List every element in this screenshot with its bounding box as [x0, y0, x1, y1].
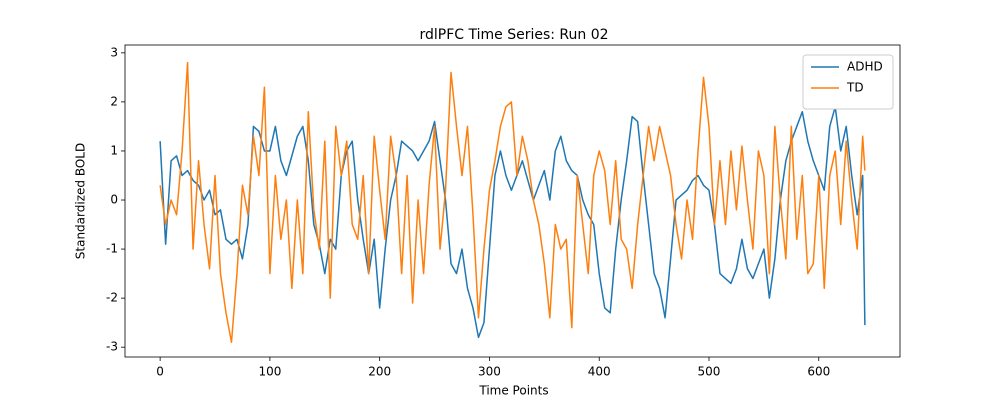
y-tick-label: 3: [110, 45, 118, 59]
legend-box: [802, 54, 894, 110]
y-axis-label: Standardized BOLD: [74, 143, 88, 259]
x-tick-label: 200: [368, 365, 391, 379]
x-tick-label: 300: [478, 365, 501, 379]
y-tick-label: 0: [110, 193, 118, 207]
legend-label: ADHD: [847, 60, 883, 74]
series-line: [159, 61, 866, 344]
x-tick-label: 500: [698, 365, 721, 379]
x-axis-label: Time Points: [478, 384, 548, 398]
y-tick-label: -3: [106, 340, 118, 354]
y-tick-label: -1: [106, 242, 118, 256]
chart-title: rdlPFC Time Series: Run 02: [419, 27, 608, 43]
y-tick-label: 1: [110, 143, 118, 157]
x-tick-label: 400: [588, 365, 611, 379]
y-tick-label: -2: [106, 291, 118, 305]
plot-frame: [124, 44, 901, 358]
x-tick-label: 600: [807, 365, 830, 379]
x-tick-label: 100: [258, 365, 281, 379]
series-line: [159, 106, 866, 339]
x-tick-label: 0: [156, 365, 164, 379]
legend-label: TD: [846, 81, 864, 95]
y-tick-label: 2: [110, 94, 118, 108]
